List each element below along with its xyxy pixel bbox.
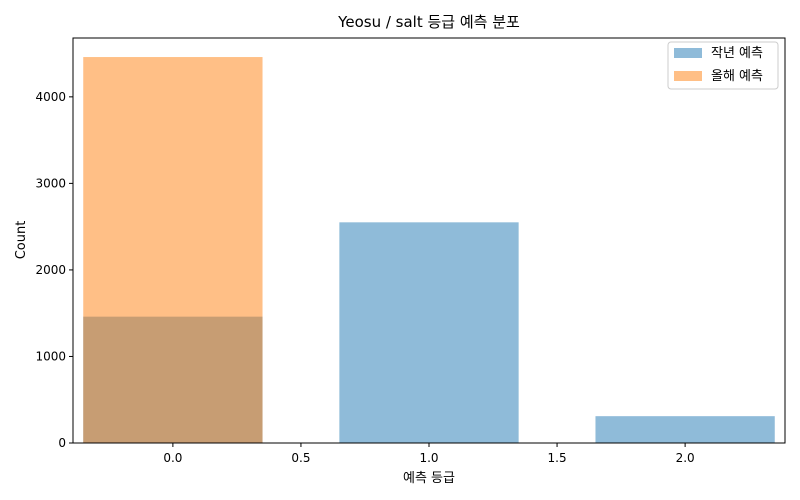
legend-label: 올해 예측: [711, 69, 763, 84]
bar-series-1-1.0: [339, 222, 519, 443]
x-tick-label: 1.5: [548, 451, 567, 465]
y-axis: 0 1000 2000 3000 4000: [35, 90, 73, 450]
y-axis-title: Count: [14, 221, 29, 260]
bar-series-1-2.0: [595, 416, 775, 443]
legend-swatch: [674, 71, 702, 81]
y-tick-label: 2000: [35, 263, 66, 277]
x-tick-label: 2.0: [676, 451, 695, 465]
legend-swatch: [674, 48, 702, 58]
x-axis: 0.0 0.5 1.0 1.5 2.0: [163, 443, 695, 465]
x-tick-label: 0.5: [291, 451, 310, 465]
chart-title: Yeosu / salt 등급 예측 분포: [337, 13, 520, 31]
x-tick-label: 1.0: [419, 451, 438, 465]
bar-series-2-0.0: [83, 57, 263, 444]
y-tick-label: 1000: [35, 349, 66, 363]
x-tick-label: 0.0: [163, 451, 182, 465]
y-tick-label: 4000: [35, 90, 66, 104]
bars-layer: [83, 57, 775, 444]
y-tick-label: 3000: [35, 176, 66, 190]
y-tick-label: 0: [58, 436, 66, 450]
legend-label: 작년 예측: [711, 46, 763, 61]
x-axis-title: 예측 등급: [403, 471, 455, 486]
